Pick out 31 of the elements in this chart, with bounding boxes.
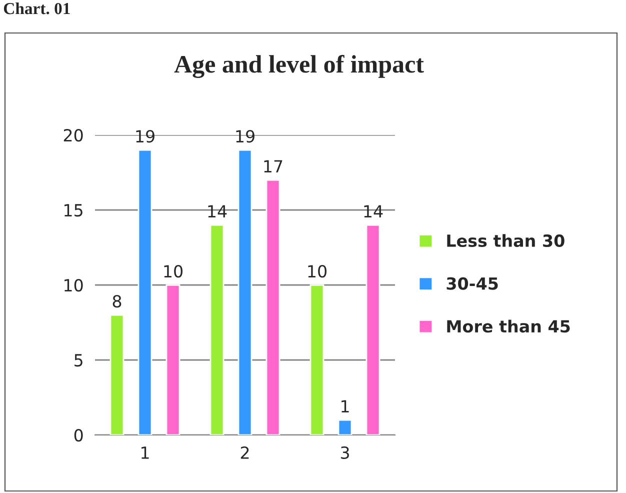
bar	[166, 284, 180, 435]
data-label: 10	[308, 264, 326, 278]
legend-label: Less than 30	[447, 234, 564, 248]
data-label: 14	[208, 205, 227, 218]
data-label: 19	[136, 130, 154, 143]
x-tick-label: 2	[240, 446, 249, 459]
data-label: 19	[236, 130, 254, 143]
bar	[138, 149, 152, 435]
data-label: 14	[364, 205, 383, 218]
text: Chart. 01	[4, 2, 70, 14]
bar	[238, 149, 252, 435]
data-label: 1	[342, 400, 349, 412]
x-tick-label: 1	[142, 446, 149, 459]
data-label: 17	[264, 160, 282, 172]
y-tick-label: 20	[64, 128, 83, 142]
bar	[310, 284, 324, 435]
legend-label: More than 45	[447, 320, 570, 333]
legend-label: 30-45	[446, 277, 498, 290]
y-tick-label: 0	[74, 428, 83, 442]
chart-title: Age and level of impact	[174, 54, 424, 78]
bar	[266, 179, 280, 435]
bar	[366, 224, 380, 435]
y-tick-label: 5	[74, 354, 82, 367]
bar	[210, 224, 224, 435]
y-tick-label: 10	[64, 278, 83, 292]
bar	[338, 419, 352, 435]
y-tick-label: 15	[64, 204, 82, 217]
bar	[110, 314, 124, 435]
x-tick-label: 3	[340, 446, 349, 460]
data-label: 8	[112, 294, 122, 308]
data-label: 10	[164, 264, 182, 278]
